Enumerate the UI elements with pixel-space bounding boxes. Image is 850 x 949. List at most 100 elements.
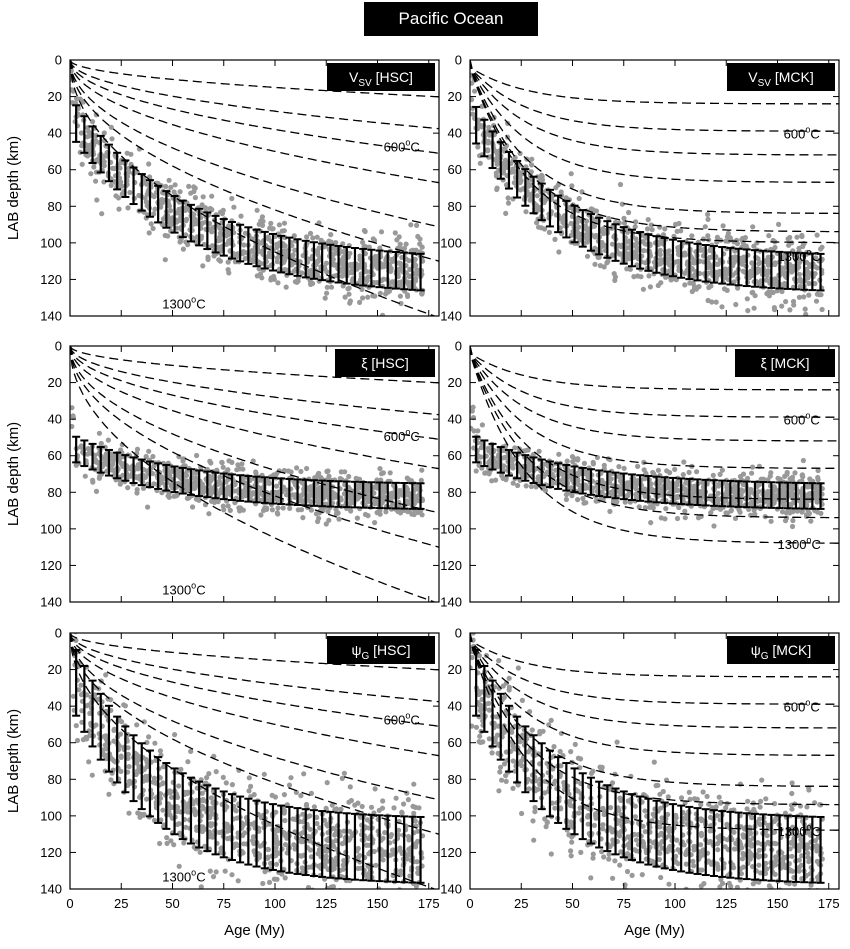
scatter-point <box>172 732 178 738</box>
scatter-point <box>803 512 810 518</box>
scatter-point <box>297 259 303 265</box>
scatter-point <box>171 189 177 195</box>
scatter-point <box>292 247 298 253</box>
scatter-point <box>414 222 420 228</box>
errorbar <box>496 446 505 474</box>
scatter-point <box>374 477 380 483</box>
scatter-point <box>184 216 190 222</box>
errorbar <box>652 235 661 274</box>
scatter-point <box>305 833 311 840</box>
scatter-series <box>470 72 825 316</box>
scatter-point <box>373 499 379 505</box>
errorbar <box>318 242 327 282</box>
scatter-point <box>576 224 582 230</box>
scatter-point <box>126 810 132 816</box>
scatter-point <box>231 204 237 210</box>
scatter-point <box>166 177 172 183</box>
scatter-point <box>740 471 747 477</box>
scatter-point <box>512 445 518 451</box>
scatter-point <box>293 789 299 796</box>
scatter-point <box>378 477 384 483</box>
errorbar <box>375 249 384 289</box>
scatter-point <box>404 279 410 285</box>
scatter-point <box>274 876 280 882</box>
scatter-point <box>732 254 738 260</box>
scatter-point <box>372 520 378 526</box>
scatter-point <box>168 794 175 800</box>
scatter-point <box>674 515 681 522</box>
scatter-point <box>193 824 200 830</box>
scatter-point <box>374 509 380 516</box>
errorbar <box>472 435 481 464</box>
scatter-point <box>631 250 638 257</box>
scatter-point <box>282 817 288 824</box>
scatter-point <box>298 507 305 513</box>
scatter-point <box>208 460 214 466</box>
scatter-point <box>473 468 479 474</box>
scatter-point <box>717 506 724 512</box>
isotherm-line <box>70 60 439 262</box>
scatter-point <box>354 515 360 521</box>
scatter-point <box>315 250 321 256</box>
scatter-point <box>814 232 820 238</box>
scatter-point <box>218 486 224 493</box>
scatter-point <box>387 470 393 476</box>
scatter-point <box>780 271 786 277</box>
scatter-point <box>268 220 274 226</box>
scatter-point <box>173 493 180 499</box>
scatter-point <box>379 805 386 811</box>
errorbar <box>195 780 204 849</box>
scatter-point <box>403 894 408 899</box>
scatter-point <box>632 224 638 230</box>
scatter-point <box>108 182 114 188</box>
scatter-point <box>206 511 212 517</box>
scatter-point <box>756 261 762 267</box>
scatter-point <box>90 477 96 483</box>
scatter-point <box>168 184 174 190</box>
scatter-point <box>510 166 516 172</box>
errorbar <box>775 481 784 510</box>
scatter-point <box>505 195 511 201</box>
scatter-point <box>388 268 394 274</box>
scatter-point <box>356 485 362 491</box>
isotherm-line <box>470 346 839 391</box>
scatter-point <box>389 258 395 264</box>
isotherm-line <box>70 633 439 757</box>
scatter-point <box>763 490 769 497</box>
scatter-point <box>300 515 306 521</box>
scatter-point <box>491 122 497 129</box>
errorbar <box>537 182 546 222</box>
scatter-point <box>410 803 416 810</box>
errorbar <box>318 810 327 878</box>
scatter-point <box>735 285 741 291</box>
scatter-point <box>307 813 313 819</box>
scatter-point <box>470 408 475 414</box>
scatter-point <box>633 491 639 498</box>
scatter-point <box>174 225 180 231</box>
scatter-point <box>691 260 697 266</box>
scatter-point <box>248 783 254 790</box>
scatter-point <box>494 185 500 191</box>
scatter-point <box>365 294 371 300</box>
scatter-point <box>591 223 598 229</box>
scatter-point <box>380 798 386 804</box>
scatter-point <box>185 759 191 765</box>
scatter-point <box>529 162 535 168</box>
scatter-point <box>575 497 581 503</box>
panel-label: ψG [HSC] <box>327 636 435 664</box>
x-tick-label: 125 <box>315 896 337 911</box>
errorbar <box>121 725 130 794</box>
scatter-point <box>111 453 117 459</box>
scatter-point <box>645 217 651 223</box>
isotherm-label: 600oC <box>784 125 820 142</box>
scatter-point <box>593 232 599 239</box>
scatter-point <box>648 222 654 228</box>
scatter-point <box>399 809 405 815</box>
scatter-point <box>211 253 217 259</box>
scatter-point <box>655 467 662 473</box>
scatter-point <box>225 484 231 490</box>
errorbar <box>496 141 505 180</box>
errorbar <box>586 468 595 496</box>
scatter-point <box>791 302 797 308</box>
scatter-point <box>626 255 632 261</box>
